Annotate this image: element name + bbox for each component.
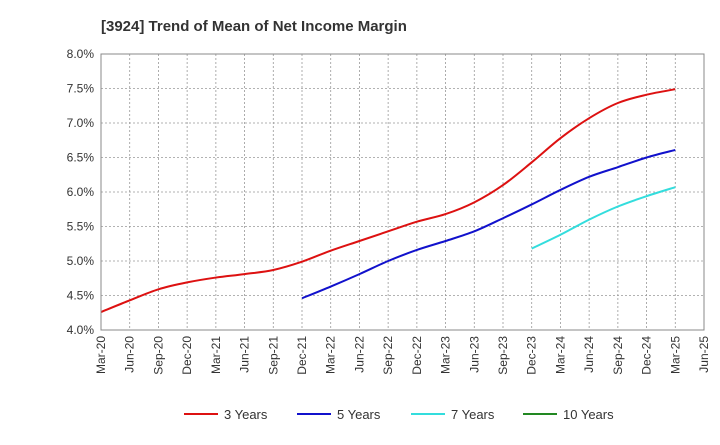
x-axis: Mar-20 Jun-20 Sep-20 Dec-20 Mar-21 Jun-21 Sep-…	[94, 336, 711, 375]
y-tick-label: 4.0%	[67, 323, 95, 337]
series-line	[301, 148, 676, 300]
x-tick-label: Jun-21	[238, 336, 252, 373]
series-line	[531, 186, 676, 250]
x-tick-label: Dec-20	[180, 336, 194, 375]
chart-title: [3924] Trend of Mean of Net Income Margi…	[101, 18, 407, 35]
x-tick-label: Mar-22	[324, 336, 338, 374]
y-tick-label: 7.0%	[67, 116, 95, 130]
x-tick-label: Jun-20	[123, 336, 137, 373]
grid	[101, 54, 704, 330]
x-tick-label: Dec-21	[295, 336, 309, 375]
y-tick-label: 4.5%	[67, 289, 95, 303]
plot-frame	[100, 53, 705, 331]
y-tick-label: 5.5%	[67, 220, 95, 234]
x-tick-label: Jun-24	[582, 336, 596, 373]
x-tick-label: Dec-24	[640, 336, 654, 375]
x-tick-label: Jun-25	[697, 336, 711, 373]
series-lines	[100, 88, 676, 313]
y-tick-label: 5.0%	[67, 254, 95, 268]
x-tick-label: Mar-20	[94, 336, 108, 374]
x-tick-label: Mar-21	[209, 336, 223, 374]
x-tick-label: Sep-21	[266, 336, 280, 375]
legend-label: 3 Years	[224, 407, 268, 422]
x-tick-label: Sep-20	[151, 336, 165, 375]
y-tick-label: 6.0%	[67, 185, 95, 199]
legend: 3 Years 5 Years 7 Years 10 Years	[184, 407, 614, 422]
x-tick-label: Mar-23	[439, 336, 453, 374]
legend-label: 5 Years	[337, 407, 381, 422]
y-tick-label: 7.5%	[67, 82, 95, 96]
legend-label: 7 Years	[451, 407, 495, 422]
series-line	[100, 88, 676, 313]
x-tick-label: Sep-22	[381, 336, 395, 375]
x-tick-label: Mar-24	[553, 336, 567, 374]
y-tick-label: 6.5%	[67, 151, 95, 165]
y-axis: 4.0% 4.5% 5.0% 5.5% 6.0% 6.5% 7.0% 7.5% 8.0%	[67, 47, 95, 337]
x-tick-label: Dec-23	[525, 336, 539, 375]
legend-label: 10 Years	[563, 407, 614, 422]
x-tick-label: Jun-22	[352, 336, 366, 373]
x-tick-label: Sep-23	[496, 336, 510, 375]
x-tick-label: Jun-23	[467, 336, 481, 373]
x-tick-label: Dec-22	[410, 336, 424, 375]
x-tick-label: Mar-25	[668, 336, 682, 374]
y-tick-label: 8.0%	[67, 47, 95, 61]
x-tick-label: Sep-24	[611, 336, 625, 375]
